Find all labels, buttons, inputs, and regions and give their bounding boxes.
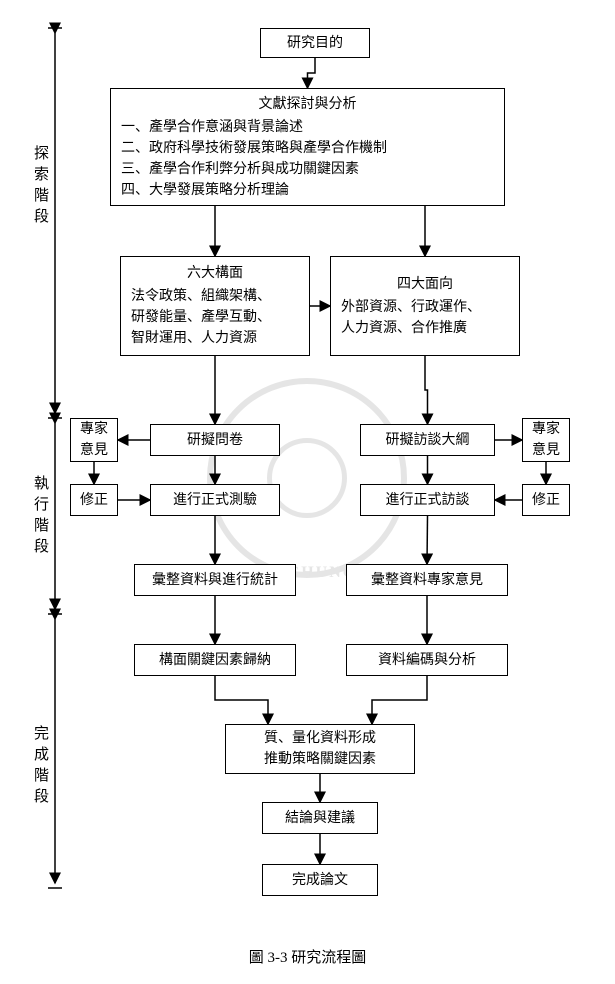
stage-label-s3: 完成階段	[30, 725, 51, 809]
node-lines: 外部資源、行政運作、人力資源、合作推廣	[337, 297, 513, 339]
node-n14: 彙整資料專家意見	[346, 564, 508, 596]
node-n19: 完成論文	[262, 864, 378, 896]
node-n6: 研擬問卷	[150, 424, 280, 456]
node-line: 一、產學合作意涵與背景論述	[121, 117, 494, 138]
stage-label-s2: 執行階段	[30, 475, 51, 559]
node-line: 研發能量、產學互動、	[131, 307, 299, 328]
diagram-container: TCHUNG 研究目的文獻探討與分析一、產學合作意涵與背景論述二、政府科學技術發…	[0, 0, 615, 984]
stage-label-s1: 探索階段	[30, 145, 51, 229]
node-text: 研究目的	[287, 33, 343, 54]
node-title: 四大面向	[397, 274, 453, 295]
node-n8: 專家意見	[522, 418, 570, 462]
node-n16: 資料編碼與分析	[346, 644, 508, 676]
node-text: 完成論文	[292, 870, 348, 891]
node-n10: 進行正式測驗	[150, 484, 280, 516]
node-lines: 一、產學合作意涵與背景論述二、政府科學技術發展策略與產學合作機制三、產學合作利弊…	[117, 117, 498, 201]
node-text: 結論與建議	[285, 808, 355, 829]
node-lines: 法令政策、組織架構、研發能量、產學互動、智財運用、人力資源	[127, 286, 303, 349]
node-n12: 修正	[522, 484, 570, 516]
node-n17: 質、量化資料形成推動策略關鍵因素	[225, 724, 415, 774]
node-n18: 結論與建議	[262, 802, 378, 834]
node-text: 構面關鍵因素歸納	[159, 650, 271, 671]
node-text: 彙整資料與進行統計	[152, 570, 278, 591]
node-title: 六大構面	[187, 263, 243, 284]
node-n4: 四大面向外部資源、行政運作、人力資源、合作推廣	[330, 256, 520, 356]
node-line: 推動策略關鍵因素	[236, 749, 404, 770]
node-text: 彙整資料專家意見	[371, 570, 483, 591]
node-text: 進行正式訪談	[386, 490, 470, 511]
node-text: 修正	[532, 490, 560, 511]
node-n7: 研擬訪談大綱	[360, 424, 495, 456]
node-line: 四、大學發展策略分析理論	[121, 180, 494, 201]
node-line: 外部資源、行政運作、	[341, 297, 509, 318]
node-text: 研擬訪談大綱	[386, 430, 470, 451]
node-text: 專家意見	[77, 419, 111, 461]
node-n9: 修正	[70, 484, 118, 516]
node-line: 二、政府科學技術發展策略與產學合作機制	[121, 138, 494, 159]
node-n2: 文獻探討與分析一、產學合作意涵與背景論述二、政府科學技術發展策略與產學合作機制三…	[110, 88, 505, 206]
node-text: 資料編碼與分析	[378, 650, 476, 671]
node-n3: 六大構面法令政策、組織架構、研發能量、產學互動、智財運用、人力資源	[120, 256, 310, 356]
figure-caption: 圖 3-3 研究流程圖	[0, 946, 615, 967]
node-line: 質、量化資料形成	[236, 728, 404, 749]
node-line: 智財運用、人力資源	[131, 328, 299, 349]
node-n13: 彙整資料與進行統計	[134, 564, 296, 596]
node-lines: 質、量化資料形成推動策略關鍵因素	[232, 728, 408, 770]
node-n15: 構面關鍵因素歸納	[134, 644, 296, 676]
node-text: 專家意見	[529, 419, 563, 461]
node-n5: 專家意見	[70, 418, 118, 462]
node-title: 文獻探討與分析	[259, 94, 357, 115]
node-text: 進行正式測驗	[173, 490, 257, 511]
node-n1: 研究目的	[260, 28, 370, 58]
node-line: 三、產學合作利弊分析與成功關鍵因素	[121, 159, 494, 180]
node-n11: 進行正式訪談	[360, 484, 495, 516]
node-line: 法令政策、組織架構、	[131, 286, 299, 307]
node-text: 研擬問卷	[187, 430, 243, 451]
node-text: 修正	[80, 490, 108, 511]
node-line: 人力資源、合作推廣	[341, 318, 509, 339]
